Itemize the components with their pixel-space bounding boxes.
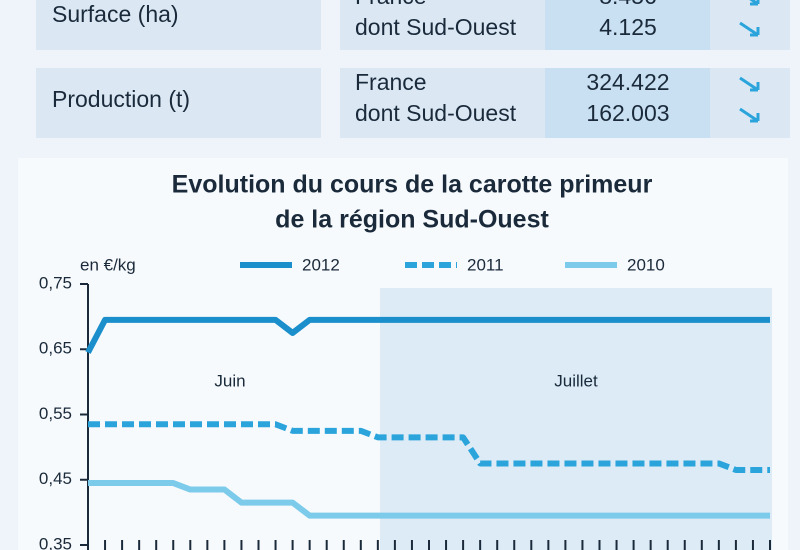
row-label: Production (t) bbox=[52, 86, 190, 112]
cell bbox=[340, 68, 545, 138]
row-item: France bbox=[355, 0, 427, 9]
series-line bbox=[88, 480, 770, 519]
cell bbox=[36, 0, 321, 50]
row-value: 4.125 bbox=[599, 14, 657, 40]
row-item: France bbox=[355, 69, 427, 95]
cell bbox=[545, 68, 710, 138]
y-tick-label: 0,45 bbox=[39, 469, 72, 488]
cell bbox=[545, 0, 710, 50]
series-line bbox=[88, 421, 770, 473]
trend-arrow bbox=[739, 76, 760, 92]
y-tick-label: 0,65 bbox=[39, 339, 72, 358]
cell bbox=[710, 68, 790, 138]
annotation: Juin bbox=[214, 371, 245, 390]
table: Surface (ha) France 8.456 dont Sud-Ouest 4.1… bbox=[52, 0, 760, 126]
row-value: 324.422 bbox=[586, 69, 669, 95]
cell bbox=[340, 0, 545, 50]
y-tick-label: 0,35 bbox=[39, 534, 72, 550]
legend-label: 2012 bbox=[302, 255, 340, 274]
annotation: Juillet bbox=[554, 371, 598, 390]
y-tick-label: 0,75 bbox=[39, 273, 72, 292]
row-value: 162.003 bbox=[586, 100, 669, 126]
row-item: dont Sud-Ouest bbox=[355, 14, 517, 40]
trend-arrow bbox=[749, 0, 760, 6]
trend-arrow bbox=[739, 107, 760, 123]
cell bbox=[36, 68, 321, 138]
trend-arrow bbox=[739, 21, 760, 37]
month-band bbox=[380, 288, 772, 550]
series-line bbox=[85, 316, 770, 354]
y-tick-label: 0,55 bbox=[39, 404, 72, 423]
row-item: dont Sud-Ouest bbox=[355, 100, 517, 126]
legend-label: 2010 bbox=[627, 255, 665, 274]
legend-label: 2011 bbox=[467, 255, 504, 274]
y-axis-label: en €/kg bbox=[80, 255, 136, 274]
row-value: 8.456 bbox=[599, 0, 657, 9]
chart-title: de la région Sud-Ouest bbox=[275, 206, 549, 234]
cell bbox=[710, 0, 790, 50]
chart-title: Evolution du cours de la carotte primeur bbox=[172, 171, 653, 199]
row-label: Surface (ha) bbox=[52, 1, 179, 27]
